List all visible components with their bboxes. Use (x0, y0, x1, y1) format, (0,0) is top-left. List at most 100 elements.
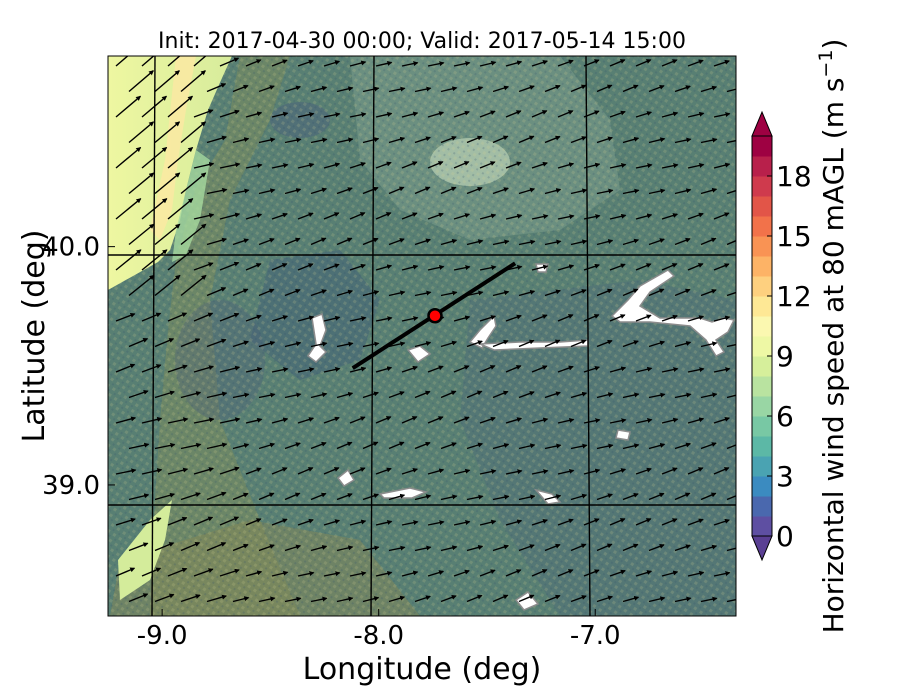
wind-arrow (388, 595, 406, 603)
wind-arrow (297, 112, 315, 118)
colorbar-segment (752, 436, 772, 457)
colorbar-tick-label: 12 (776, 280, 812, 313)
wind-arrow (245, 467, 262, 475)
wind-arrow (245, 417, 263, 424)
wind-arrow (310, 289, 327, 297)
wind-arrow (388, 441, 405, 450)
wind-arrow (596, 595, 614, 603)
wind-arrow (245, 213, 263, 220)
wind-arrow (128, 442, 150, 450)
wind-arrow (349, 571, 367, 577)
wind-arrow (193, 312, 214, 322)
wind-arrow (440, 136, 457, 144)
wind-arrow (414, 441, 431, 450)
wind-arrow (336, 341, 354, 348)
wind-arrow (180, 492, 201, 501)
wind-arrow (349, 212, 366, 220)
wind-arrow (505, 469, 523, 475)
wind-arrow (544, 135, 561, 144)
wind-arrow (622, 543, 639, 552)
wind-arrow (167, 417, 189, 424)
wind-arrow (531, 314, 548, 322)
wind-arrow (375, 111, 393, 118)
wind-arrow (479, 569, 496, 577)
wind-arrow (258, 596, 276, 603)
wind-arrow (297, 162, 315, 169)
wind-arrow (193, 56, 207, 67)
wind-arrow (544, 594, 561, 603)
y-axis: 39.0 40.0 (42, 233, 115, 501)
wind-arrow (492, 239, 510, 246)
wind-arrow (115, 468, 137, 475)
wind-arrow (349, 112, 367, 118)
wind-arrow (700, 237, 717, 246)
colorbar-segment (752, 376, 772, 397)
colorbar-label: Horizontal wind speed at 80 mAGL (m s−1) (815, 39, 850, 634)
wind-arrow (479, 315, 497, 322)
wind-arrow (544, 391, 561, 399)
wind-arrow (544, 494, 562, 501)
wind-arrow (557, 518, 574, 526)
wind-arrow (349, 263, 366, 271)
x-tick-label: -8.0 (353, 621, 404, 651)
wind-arrow (323, 60, 341, 67)
wind-arrow (167, 516, 188, 526)
colorbar-tick-label: 3 (776, 460, 794, 493)
colorbar-segment (752, 296, 772, 317)
wind-arrow (336, 237, 353, 246)
wind-arrow (284, 596, 302, 603)
wind-arrow (323, 519, 341, 526)
wind-arrow (492, 290, 510, 297)
wind-arrow (674, 341, 692, 348)
wind-arrow (609, 59, 626, 67)
wind-arrow (427, 265, 445, 271)
colorbar-label-end: ) (817, 39, 850, 50)
wind-arrow (700, 492, 717, 501)
wind-arrow (518, 494, 536, 501)
wind-arrow (336, 493, 353, 501)
wind-arrow (232, 492, 249, 501)
wind-arrow (271, 315, 289, 322)
wind-arrow (193, 365, 214, 373)
x-tick-label: -7.0 (570, 621, 621, 651)
x-tick-label: -9.0 (137, 621, 188, 651)
colorbar-segment (752, 476, 772, 497)
wind-arrow (219, 516, 240, 526)
wind-arrow (310, 237, 327, 246)
wind-arrow (258, 288, 275, 297)
wind-arrow (258, 238, 275, 246)
wind-arrow (336, 137, 354, 144)
wind-arrow (609, 569, 626, 577)
wind-arrow (453, 315, 471, 322)
wind-arrow (596, 493, 613, 501)
colorbar-tick-label: 0 (776, 520, 794, 553)
wind-arrow (232, 596, 250, 603)
wind-arrow (375, 416, 392, 424)
wind-arrow (154, 121, 181, 144)
wind-arrow (674, 492, 691, 501)
wind-arrow (193, 467, 214, 475)
wind-arrow (661, 213, 679, 220)
wind-arrow (453, 213, 471, 220)
wind-arrow (427, 111, 445, 118)
wind-arrow (206, 83, 227, 93)
wind-arrow (297, 263, 314, 271)
wind-arrow (336, 391, 354, 399)
wind-arrow (713, 59, 730, 67)
wind-arrow (232, 84, 249, 93)
wind-arrow (492, 544, 510, 552)
wind-arrow (154, 492, 176, 501)
wind-arrow (531, 365, 548, 373)
wind-arrow (518, 239, 536, 246)
wind-arrow (310, 441, 327, 450)
wind-arrow (219, 312, 240, 322)
wind-arrow (687, 367, 705, 373)
wind-arrow (622, 84, 639, 93)
wind-arrow (349, 519, 367, 526)
wind-arrow (167, 249, 194, 271)
wind-arrow (596, 239, 614, 246)
wind-arrow (622, 392, 640, 399)
wind-arrow (336, 187, 353, 195)
wind-arrow (570, 595, 587, 603)
wind-arrow (115, 363, 136, 373)
